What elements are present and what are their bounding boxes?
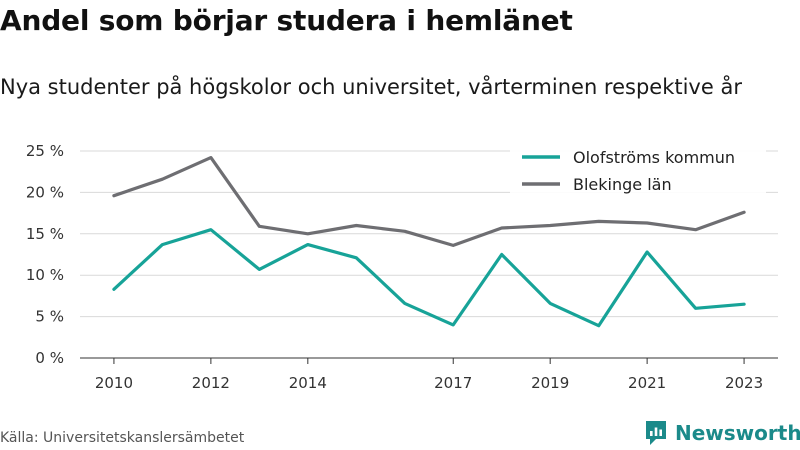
- x-tick-label: 2017: [434, 374, 472, 392]
- x-tick-label: 2014: [289, 374, 327, 392]
- y-tick-label: 15 %: [26, 225, 64, 243]
- chart-title: Andel som börjar studera i hemlänet: [0, 4, 573, 37]
- brand-name: Newsworthy: [675, 421, 800, 445]
- series-line: [112, 228, 746, 328]
- y-tick-label: 10 %: [26, 266, 64, 284]
- y-tick-label: 0 %: [35, 349, 64, 367]
- x-tick-label: 2012: [192, 374, 230, 392]
- line-chart: 0 % 5 % 10 % 15 % 20 % 25 % 2010 2012 2014 2017 20…: [26, 141, 778, 392]
- source-note: Källa: Universitetskanslersämbetet: [0, 430, 245, 446]
- y-tick-label: 25 %: [26, 142, 64, 160]
- x-tick-label: 2010: [95, 374, 133, 392]
- chart-subtitle: Nya studenter på högskolor och universit…: [0, 75, 742, 99]
- axes: 0 % 5 % 10 % 15 % 20 % 25 % 2010 2012 2014 2017 20…: [26, 142, 778, 392]
- x-tick-label: 2019: [531, 374, 569, 392]
- y-tick-label: 5 %: [35, 308, 64, 326]
- series-lines: [112, 156, 746, 328]
- y-tick-label: 20 %: [26, 183, 64, 201]
- legend: Olofströms kommun Blekinge län: [510, 141, 766, 195]
- newsworthy-logo-icon: [646, 421, 666, 445]
- x-tick-label: 2021: [628, 374, 666, 392]
- brand-logo: Newsworthy: [644, 419, 800, 447]
- series-line: [112, 156, 746, 247]
- x-tick-label: 2023: [725, 374, 763, 392]
- legend-background: [510, 141, 766, 195]
- legend-label: Olofströms kommun: [573, 148, 735, 167]
- legend-label: Blekinge län: [573, 175, 672, 194]
